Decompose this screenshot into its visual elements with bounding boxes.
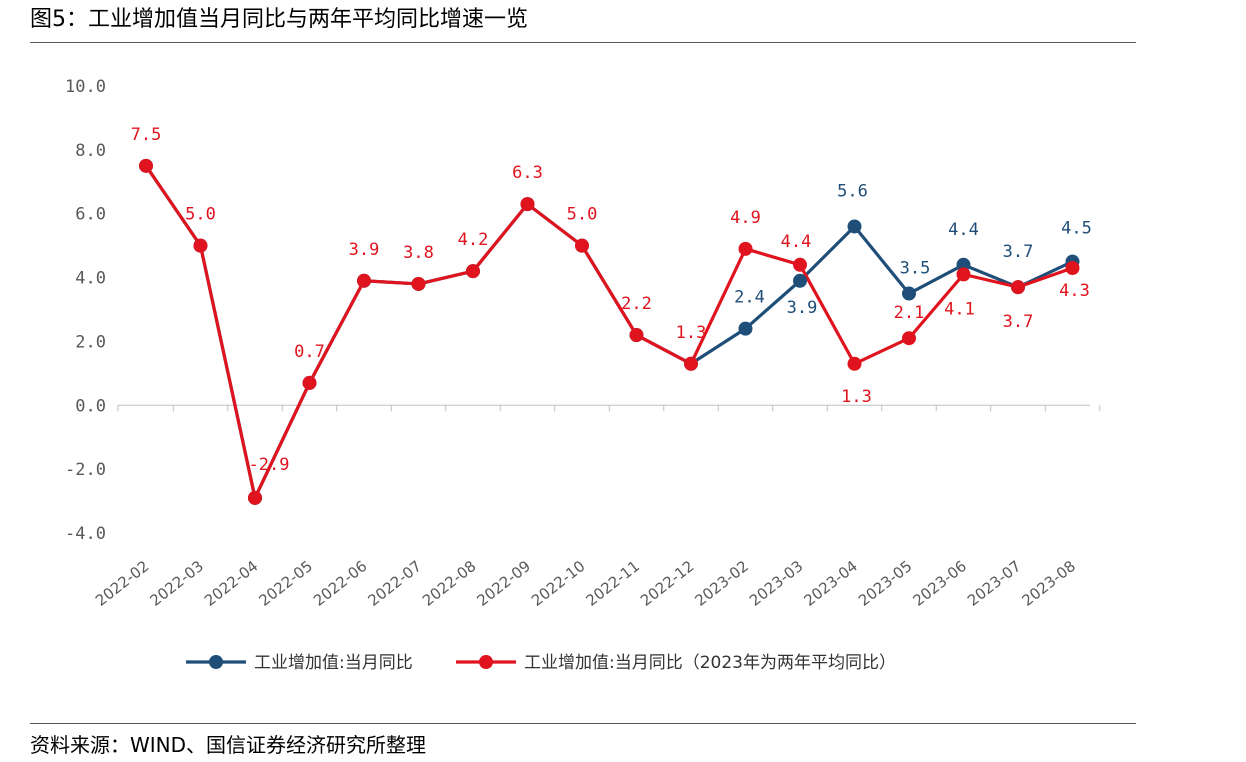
data-label-red: 4.9 bbox=[730, 208, 761, 228]
x-tick-label: 2023-08 bbox=[1018, 557, 1078, 610]
data-label-red: 4.3 bbox=[1059, 281, 1090, 301]
data-point-red bbox=[684, 356, 698, 371]
data-label-red: 5.0 bbox=[567, 205, 598, 225]
legend-label: 工业增加值:当月同比 bbox=[254, 653, 413, 673]
series-line-red bbox=[144, 164, 1074, 500]
legend-marker bbox=[479, 655, 493, 669]
data-label-red: 2.2 bbox=[621, 294, 652, 314]
data-point-red bbox=[139, 158, 153, 173]
data-point-blue bbox=[738, 321, 753, 336]
y-tick-label: -4.0 bbox=[65, 524, 106, 544]
data-label-red: 4.1 bbox=[944, 299, 975, 319]
data-label-red: 3.8 bbox=[403, 243, 434, 263]
data-label-blue: 3.5 bbox=[900, 259, 931, 279]
x-tick-label: 2023-07 bbox=[964, 557, 1024, 610]
x-tick-label: 2022-04 bbox=[201, 557, 261, 610]
x-tick-label: 2022-12 bbox=[637, 557, 697, 610]
series-line-blue bbox=[144, 164, 1074, 500]
data-point-red bbox=[847, 356, 862, 371]
y-tick-label: 10.0 bbox=[65, 77, 106, 97]
legend-marker bbox=[209, 655, 223, 669]
data-point-red bbox=[793, 257, 807, 272]
data-label-red: 3.7 bbox=[1003, 312, 1034, 332]
figure-title: 图5：工业增加值当月同比与两年平均同比增速一览 bbox=[30, 7, 528, 32]
data-point-blue bbox=[793, 273, 807, 288]
data-point-red bbox=[575, 238, 589, 253]
x-tick-label: 2023-03 bbox=[746, 557, 806, 610]
x-tick-label: 2022-06 bbox=[310, 557, 370, 610]
y-tick-label: 4.0 bbox=[75, 269, 106, 289]
data-point-blue bbox=[847, 219, 862, 234]
chart-lines bbox=[144, 164, 1074, 500]
data-label-red: 3.9 bbox=[349, 240, 380, 260]
data-point-red bbox=[520, 197, 535, 212]
x-tick-label: 2022-09 bbox=[473, 557, 533, 610]
chart-points bbox=[139, 158, 1080, 505]
x-tick-label: 2022-10 bbox=[528, 557, 588, 610]
x-tick-label: 2022-11 bbox=[582, 557, 642, 610]
data-label-blue: 4.4 bbox=[948, 220, 979, 240]
data-label-blue: 5.6 bbox=[837, 181, 868, 201]
title-divider bbox=[30, 42, 1136, 43]
x-tick-label: 2023-02 bbox=[691, 557, 751, 610]
data-point-blue bbox=[956, 257, 971, 272]
data-label-red: 7.5 bbox=[131, 125, 162, 145]
data-label-blue: 3.7 bbox=[1003, 242, 1034, 262]
y-tick-label: -2.0 bbox=[65, 460, 106, 480]
y-tick-label: 2.0 bbox=[75, 332, 106, 352]
data-point-red bbox=[738, 241, 753, 256]
data-label-red: 1.3 bbox=[841, 387, 872, 407]
data-label-red: 0.7 bbox=[294, 342, 325, 362]
y-tick-label: 0.0 bbox=[75, 396, 106, 416]
chart-legend: 工业增加值:当月同比 工业增加值:当月同比（2023年为两年平均同比） bbox=[186, 653, 896, 673]
data-point-red bbox=[956, 267, 971, 282]
data-point-red bbox=[1065, 260, 1080, 275]
data-label-red: 1.3 bbox=[676, 323, 707, 343]
data-point-red bbox=[357, 273, 371, 288]
data-point-red bbox=[248, 490, 262, 505]
y-tick-label: 6.0 bbox=[75, 205, 106, 225]
y-tick-label: 8.0 bbox=[75, 141, 106, 161]
data-point-red bbox=[466, 264, 480, 279]
data-point-red bbox=[193, 238, 208, 253]
data-label-red: 2.1 bbox=[894, 303, 925, 323]
legend-label: 工业增加值:当月同比（2023年为两年平均同比） bbox=[524, 653, 896, 673]
x-tick-label: 2023-04 bbox=[800, 557, 860, 610]
chart-data-labels: 2.4 3.9 5.6 3.5 4.4 3.7 4.5 7.5 5.0 -2.9 0.7 3.9 3.8… bbox=[131, 125, 1092, 475]
data-label-red: 4.2 bbox=[458, 230, 489, 250]
source-note: 资料来源：WIND、国信证券经济研究所整理 bbox=[30, 733, 427, 757]
x-tick-label: 2022-08 bbox=[419, 557, 479, 610]
data-label-blue: 2.4 bbox=[734, 288, 765, 308]
data-point-red bbox=[1011, 280, 1025, 295]
data-label-blue: 3.9 bbox=[787, 298, 818, 318]
data-label-red: 4.4 bbox=[781, 232, 812, 252]
x-tick-label: 2022-05 bbox=[255, 557, 315, 610]
x-tick-label: 2022-03 bbox=[146, 557, 206, 610]
data-label-red: -2.9 bbox=[249, 455, 290, 475]
data-point-red bbox=[902, 331, 916, 346]
footer-divider bbox=[30, 723, 1136, 724]
x-tick-label: 2023-05 bbox=[855, 557, 915, 610]
line-chart: 10.08.06.04.02.00.0-2.0-4.02022-022022-0… bbox=[65, 77, 1101, 673]
data-point-red bbox=[629, 328, 644, 343]
data-point-red bbox=[302, 375, 317, 390]
data-label-red: 6.3 bbox=[512, 163, 543, 183]
data-label-blue: 4.5 bbox=[1061, 219, 1092, 239]
data-point-blue bbox=[902, 286, 916, 301]
data-label-red: 5.0 bbox=[185, 205, 216, 225]
x-tick-label: 2023-06 bbox=[909, 557, 969, 610]
data-point-red bbox=[411, 276, 426, 291]
x-tick-label: 2022-02 bbox=[92, 557, 152, 610]
x-tick-label: 2022-07 bbox=[364, 557, 424, 610]
